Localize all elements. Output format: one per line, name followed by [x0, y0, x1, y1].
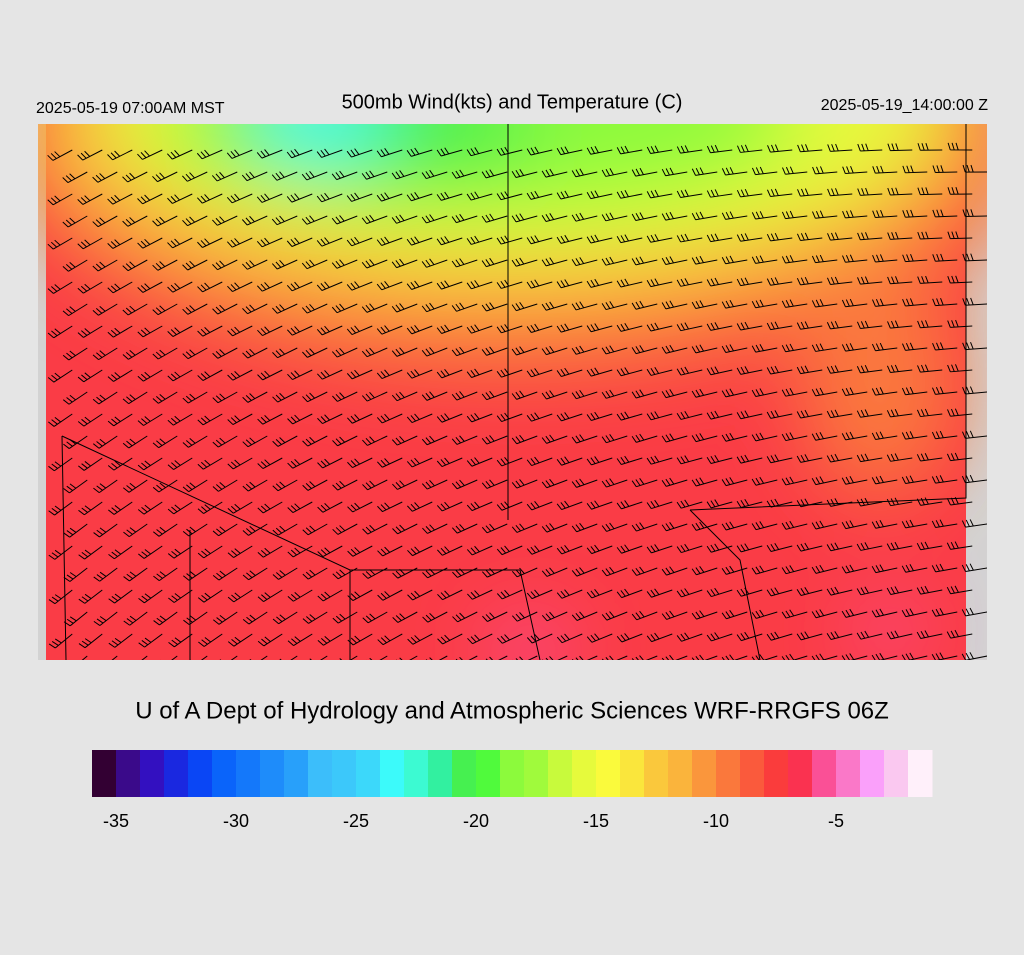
color-swatch: [164, 750, 189, 797]
color-swatch: [236, 750, 261, 797]
colorbar-tick-label: -35: [103, 811, 129, 831]
color-swatch: [188, 750, 213, 797]
colorbar-tick-label: -5: [828, 811, 844, 831]
colorbar-tick-label: -20: [463, 811, 489, 831]
color-swatch: [548, 750, 573, 797]
color-swatch: [884, 750, 909, 797]
color-swatch: [500, 750, 525, 797]
color-swatch: [380, 750, 405, 797]
color-swatch: [428, 750, 453, 797]
color-swatch: [260, 750, 285, 797]
color-swatch: [692, 750, 717, 797]
color-swatch: [860, 750, 885, 797]
temperature-map: [38, 124, 987, 660]
valid-utc-time: 2025-05-19_14:00:00 Z: [821, 97, 988, 114]
color-swatch: [620, 750, 645, 797]
color-swatch: [572, 750, 597, 797]
color-swatch: [452, 750, 477, 797]
colorbar-tick-label: -25: [343, 811, 369, 831]
map-title: 500mb Wind(kts) and Temperature (C): [342, 91, 683, 113]
color-swatch: [644, 750, 669, 797]
color-swatch: [404, 750, 429, 797]
color-swatch: [92, 750, 117, 797]
color-swatch: [764, 750, 789, 797]
colorbar-tick-label: -15: [583, 811, 609, 831]
valid-local-time: 2025-05-19 07:00AM MST: [36, 100, 225, 117]
color-swatch: [140, 750, 165, 797]
color-swatch: [524, 750, 549, 797]
credit: U of A Dept of Hydrology and Atmospheric…: [135, 697, 889, 724]
color-swatch: [332, 750, 357, 797]
color-swatch: [812, 750, 837, 797]
color-swatch: [212, 750, 237, 797]
colorbar-tick-label: -10: [703, 811, 729, 831]
color-swatch: [716, 750, 741, 797]
color-swatch: [476, 750, 501, 797]
color-swatch: [284, 750, 309, 797]
color-swatch: [788, 750, 813, 797]
colorbar: -35 -30 -25 -20 -15 -10 -5: [92, 750, 933, 831]
color-swatch: [836, 750, 861, 797]
color-swatch: [356, 750, 381, 797]
color-swatch: [596, 750, 621, 797]
color-swatch: [308, 750, 333, 797]
color-swatch: [116, 750, 141, 797]
color-swatch: [740, 750, 765, 797]
colorbar-tick-label: -30: [223, 811, 249, 831]
color-swatch: [908, 750, 933, 797]
color-swatch: [668, 750, 693, 797]
